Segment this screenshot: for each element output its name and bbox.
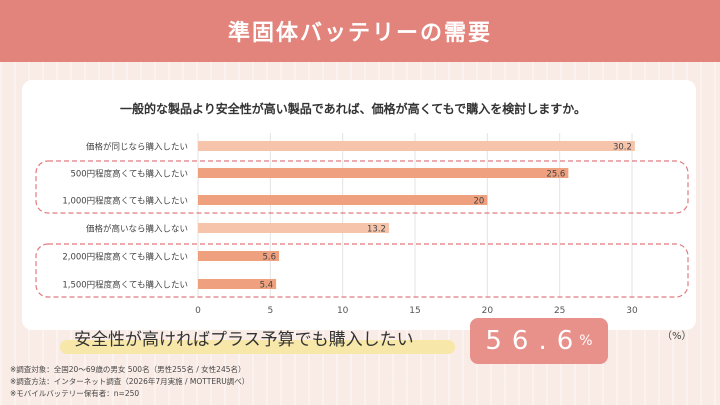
conclusion-text: 安全性が高ければプラス予算でも購入したい xyxy=(74,330,414,350)
category-label: 500円程度高くても購入したい xyxy=(70,169,188,180)
axis-unit-label: （%） xyxy=(662,331,692,342)
footnote: ※モバイルバッテリー保有者：n=250 xyxy=(10,389,140,398)
page-title: 準固体バッテリーの需要 xyxy=(227,21,492,46)
category-label: 1,000円程度高くても購入したい xyxy=(62,196,188,207)
header-banner: 準固体バッテリーの需要 xyxy=(0,0,720,62)
footnotes: ※調査対象：全国20〜69歳の男女 500名（男性255名 / 女性245名） … xyxy=(10,364,249,400)
bar xyxy=(198,141,635,151)
conclusion-highlight xyxy=(60,340,455,354)
chart-title: 一般的な製品より安全性が高い製品であれば、価格が高くてもで購入を検討しますか。 xyxy=(120,102,586,116)
category-label: 価格が高いなら購入しない xyxy=(86,224,188,235)
x-tick-label: 0 xyxy=(195,306,201,316)
bar-value-label: 25.6 xyxy=(546,170,565,180)
bar xyxy=(198,195,488,205)
x-tick-label: 5 xyxy=(267,306,273,316)
percentage-value: 56.6 xyxy=(485,326,584,356)
highlight-group-outline xyxy=(35,160,689,214)
bar xyxy=(198,223,389,233)
percentage-box: 56.6 % xyxy=(470,318,608,364)
bar-value-label: 5.4 xyxy=(260,281,274,291)
category-label: 1,500円程度高くても購入したい xyxy=(62,280,188,291)
footnote: ※調査方法：インターネット調査（2026年7月実施 / MOTTERU調べ） xyxy=(10,377,250,386)
x-tick-label: 25 xyxy=(554,306,565,316)
x-tick-label: 20 xyxy=(482,306,494,316)
percentage-unit: % xyxy=(579,333,593,349)
x-tick-label: 30 xyxy=(626,306,638,316)
x-tick-label: 10 xyxy=(337,306,349,316)
bar xyxy=(198,168,569,178)
bar-value-label: 13.2 xyxy=(367,225,386,235)
category-label: 価格が同じなら購入したい xyxy=(86,142,188,153)
bar xyxy=(198,251,280,261)
bar xyxy=(198,279,277,289)
highlight-group-outline xyxy=(35,243,689,298)
bar-value-label: 20 xyxy=(474,197,485,207)
category-label: 2,000円程度高くても購入したい xyxy=(62,252,188,263)
bar-value-label: 30.2 xyxy=(613,143,632,153)
footnote: ※調査対象：全国20〜69歳の男女 500名（男性255名 / 女性245名） xyxy=(10,365,246,374)
bar-value-label: 5.6 xyxy=(262,253,276,263)
x-tick-label: 15 xyxy=(409,306,420,316)
